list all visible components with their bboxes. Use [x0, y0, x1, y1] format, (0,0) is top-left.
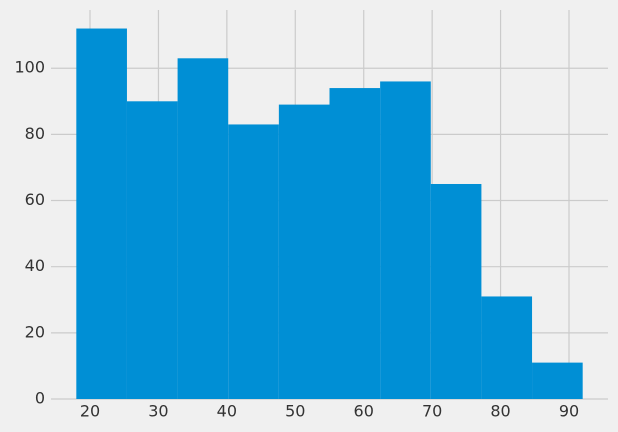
bar	[126, 101, 178, 399]
y-tick-label: 80	[25, 124, 45, 143]
bar	[278, 104, 330, 399]
bar	[228, 124, 279, 399]
y-tick-label: 40	[25, 256, 45, 275]
x-tick-label: 80	[490, 402, 510, 421]
bar	[380, 81, 431, 400]
bar	[76, 28, 127, 400]
x-tick-label: 50	[285, 402, 305, 421]
y-tick-label: 20	[25, 322, 45, 341]
x-tick-label: 60	[354, 402, 374, 421]
x-tick-label: 90	[559, 402, 579, 421]
x-tick-label: 40	[217, 402, 237, 421]
y-tick-label: 60	[25, 190, 45, 209]
x-tick-label: 30	[148, 402, 168, 421]
y-tick-label: 100	[14, 58, 45, 77]
bar	[177, 58, 229, 399]
x-tick-label: 70	[422, 402, 442, 421]
bar	[430, 183, 482, 399]
bar	[481, 296, 533, 399]
bar	[329, 88, 381, 399]
bar	[532, 362, 583, 399]
x-tick-label: 20	[80, 402, 100, 421]
y-tick-label: 0	[35, 389, 45, 408]
